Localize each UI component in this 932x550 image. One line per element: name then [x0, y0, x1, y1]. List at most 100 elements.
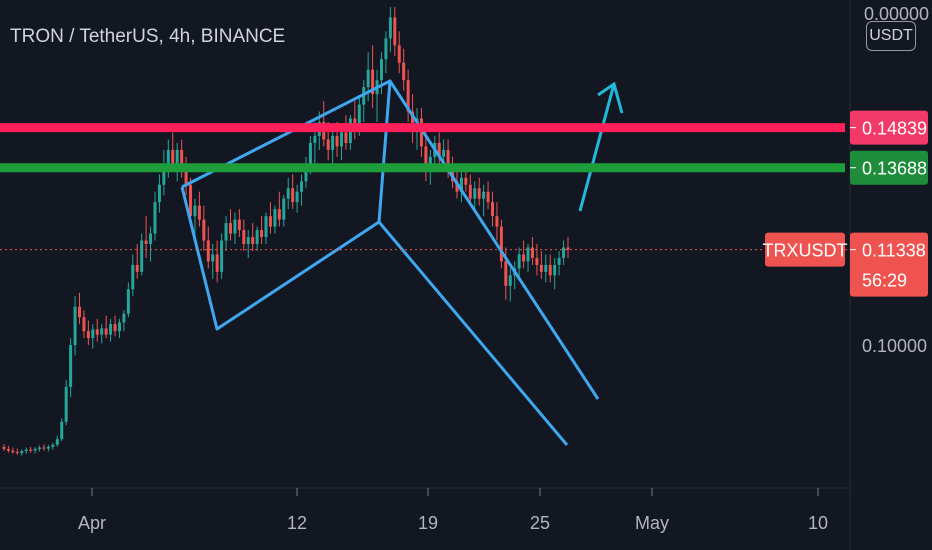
symbol-tag-label: TRXUSDT [763, 241, 848, 261]
candle-body [264, 216, 268, 238]
descending-channel-lower-line [377, 221, 569, 446]
candle-body [91, 329, 95, 339]
candle-body [126, 289, 130, 314]
candle-body [526, 247, 530, 262]
candle-body [473, 188, 477, 199]
x-tick-label: 19 [418, 513, 438, 533]
candle-body [82, 317, 86, 332]
candle-body [117, 322, 121, 332]
candle-body [477, 188, 481, 199]
candle-body [544, 264, 548, 272]
candle-body [175, 149, 179, 164]
candle-body [109, 324, 113, 335]
candle-body [51, 444, 55, 447]
candle-body [295, 191, 299, 203]
candle-body [215, 254, 219, 272]
candle-body [291, 188, 295, 203]
candle-body [508, 275, 512, 286]
drawings-layer [180, 79, 624, 446]
candle-body [233, 219, 237, 234]
candle-body [277, 209, 281, 220]
candle-body [246, 237, 250, 244]
candle-body [228, 223, 232, 234]
candle-body [260, 230, 264, 238]
currency-button[interactable]: USDT [866, 21, 916, 51]
candle-body [304, 163, 308, 182]
candle-body [6, 448, 10, 451]
candle-body [424, 146, 428, 168]
price-level-tag [850, 110, 928, 145]
candle-body [557, 257, 561, 265]
price-level-label: 0.14839 [862, 119, 927, 139]
candle-body [55, 439, 59, 445]
candle-body [224, 223, 228, 241]
price-level-tag [850, 150, 928, 185]
bar-countdown: 56:29 [862, 271, 907, 291]
last-price-value: 0.11338 [862, 241, 926, 261]
candle-body [100, 328, 104, 335]
candle-body [38, 447, 42, 449]
candle-body [459, 177, 463, 192]
candle-body [530, 247, 534, 258]
candle-body [468, 184, 472, 199]
candle-body [140, 240, 144, 272]
candle-body [517, 254, 521, 269]
candle-body [237, 219, 241, 231]
candle-body [60, 421, 64, 440]
y-axis-label-hidden: 0.10000 [862, 336, 927, 356]
x-axis-ticks: Apr 12 19 25 May 10 [78, 488, 828, 533]
candle-body [77, 306, 81, 318]
candle-body [135, 264, 139, 272]
candle-body [282, 198, 286, 220]
candle-body [344, 132, 348, 143]
candle-body [562, 247, 566, 258]
candle-body [95, 329, 99, 335]
candle-body [46, 446, 50, 449]
candle-body [499, 226, 503, 262]
candle-body [437, 142, 441, 157]
candle-body [220, 240, 224, 272]
candle-body [442, 149, 446, 157]
candle-body [446, 149, 450, 171]
candle-body [393, 17, 397, 46]
candle-body [69, 345, 73, 387]
candle-body [15, 452, 19, 454]
candle-body [166, 149, 170, 164]
candle-body [153, 202, 157, 234]
candle-body [539, 264, 543, 272]
candle-body [335, 135, 339, 147]
candle-body [149, 233, 153, 244]
candle-body [411, 111, 415, 129]
candle-body [313, 135, 317, 143]
candle-body [144, 240, 148, 244]
candle-body [482, 191, 486, 199]
candles-layer [2, 6, 570, 456]
chart-title: TRON / TetherUS, 4h, BINANCE [10, 26, 286, 47]
candle-body [131, 264, 135, 290]
candle-body [566, 247, 570, 250]
candle-body [24, 449, 28, 452]
candle-body [11, 450, 15, 453]
candle-body [522, 254, 526, 262]
x-tick-label: May [635, 513, 669, 533]
candle-body [162, 163, 166, 185]
candle-body [495, 216, 499, 227]
candle-body [486, 191, 490, 203]
candle-body [73, 306, 77, 346]
candle-body [419, 118, 423, 147]
candle-body [242, 230, 246, 244]
candle-body [180, 149, 184, 168]
candle-body [2, 446, 6, 449]
x-tick-label: 10 [808, 513, 828, 533]
candle-body [171, 149, 175, 164]
breakout-arrow-head [597, 81, 624, 114]
breakout-arrow-shaft [578, 83, 616, 212]
candle-body [397, 45, 401, 63]
candle-body [308, 142, 312, 164]
candle-body [29, 449, 33, 451]
candle-body [331, 135, 335, 150]
candle-body [255, 230, 259, 244]
